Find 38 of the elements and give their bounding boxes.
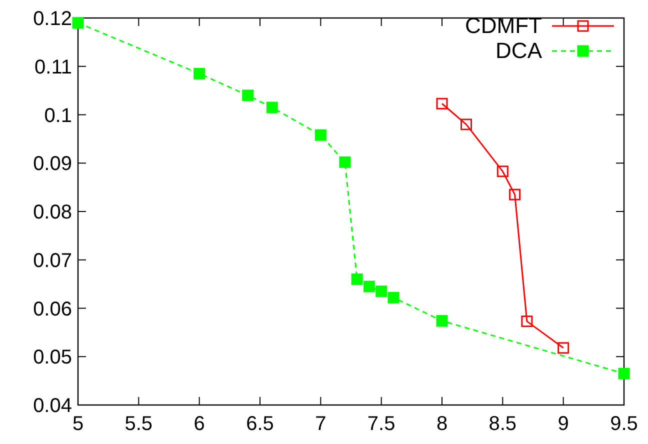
point <box>460 118 472 130</box>
point <box>72 17 84 29</box>
point <box>496 166 508 178</box>
x-tick-label: 6.5 <box>246 413 274 435</box>
point <box>521 316 533 328</box>
x-tick-label: 9 <box>558 413 569 435</box>
point <box>363 280 375 292</box>
x-tick-label: 5.5 <box>124 413 153 435</box>
x-tick-label: 5 <box>72 413 84 435</box>
y-tick-label: 0.05 <box>33 346 72 369</box>
x-tick-label: 8.5 <box>488 413 517 435</box>
y-tick-label: 0.09 <box>33 153 72 176</box>
point <box>376 286 388 298</box>
point <box>266 102 278 114</box>
x-tick-label: 8 <box>436 413 448 435</box>
x-tick-label: 9.5 <box>610 413 638 435</box>
point <box>314 129 326 141</box>
point <box>388 292 400 304</box>
point <box>194 68 206 80</box>
x-tick-label: 6 <box>194 413 205 435</box>
x-tick-label: 7.5 <box>367 413 396 435</box>
point <box>339 156 351 168</box>
x-tick-label: 7 <box>315 413 326 435</box>
y-tick-label: 0.04 <box>33 395 72 417</box>
y-tick-label: 0.1 <box>44 104 72 127</box>
y-tick-label: 0.11 <box>34 56 72 78</box>
point <box>509 188 521 200</box>
y-tick-label: 0.07 <box>33 250 72 272</box>
point <box>351 273 363 285</box>
point <box>618 368 630 380</box>
point <box>436 315 448 327</box>
point <box>242 90 254 102</box>
y-tick-label: 0.12 <box>33 8 72 30</box>
point <box>558 342 570 354</box>
point <box>436 98 448 110</box>
y-tick-label: 0.08 <box>33 202 72 224</box>
legend-label: DCA <box>496 38 542 63</box>
y-tick-label: 0.06 <box>33 298 72 320</box>
